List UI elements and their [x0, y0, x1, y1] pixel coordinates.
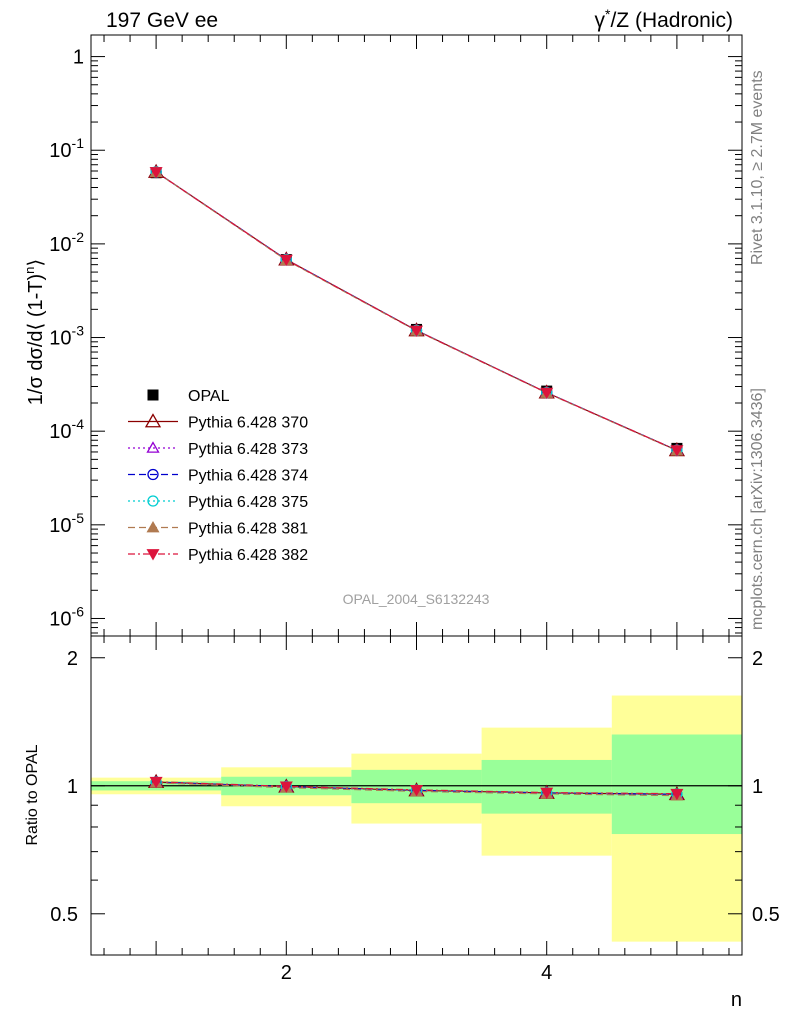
upper-series-point	[410, 325, 423, 337]
ratio-y-tick-label-right: 1	[752, 776, 763, 798]
ratio-series-line	[156, 782, 677, 797]
ratio-panel: 0.5 0.5 1 1 2 2 2 4	[50, 635, 780, 984]
legend-marker	[147, 495, 159, 507]
legend-label: Pythia 6.428 381	[188, 521, 308, 538]
header-left-title: 197 GeV ee	[106, 9, 218, 32]
legend-marker	[144, 413, 162, 428]
upper-y-axis-label: 1/σ dσ/d⟨ (1-T)n⟩	[22, 259, 47, 405]
x-tick-label: 4	[541, 962, 552, 984]
ratio-series-point	[410, 785, 423, 797]
legend-label: Pythia 6.428 374	[188, 468, 308, 485]
legend-label-opal: OPAL	[188, 388, 230, 405]
upper-y-tick-label: 10-1	[49, 135, 84, 162]
mcplots-label: mcplots.cern.ch [arXiv:1306.3436]	[749, 388, 766, 630]
upper-y-tick-label: 1	[73, 47, 84, 69]
legend-marker	[146, 521, 160, 533]
ratio-y-axis-label: Ratio to OPAL	[24, 744, 41, 845]
upper-series-point	[279, 254, 293, 267]
ratio-y-tick-label-left: 0.5	[50, 904, 78, 926]
legend-label: Pythia 6.428 375	[188, 494, 308, 511]
upper-series-line	[155, 171, 678, 451]
x-tick-label: 2	[281, 962, 292, 984]
legend-label: Pythia 6.428 373	[188, 441, 308, 458]
x-axis-label: n	[731, 989, 742, 1011]
legend-marker-opal	[147, 389, 159, 401]
upper-y-tick-label: 10-2	[49, 229, 84, 256]
upper-series-line	[155, 171, 678, 451]
legend-label: Pythia 6.428 370	[188, 415, 308, 432]
ratio-y-tick-label-right: 2	[752, 648, 763, 670]
rivet-label: Rivet 3.1.10, ≥ 2.7M events	[749, 70, 766, 265]
ratio-series-point	[149, 776, 163, 789]
ratio-series-point	[670, 788, 684, 801]
legend-marker	[146, 549, 160, 561]
upper-series-point	[149, 167, 163, 179]
ratio-series-point	[540, 787, 554, 800]
ratio-y-tick-label-left: 2	[67, 648, 78, 670]
ratio-y-tick-label-left: 1	[67, 776, 78, 798]
legend: OPAL Pythia 6.428 370 Pythia 6.428 373 Pyth…	[128, 388, 308, 564]
legend-label: Pythia 6.428 382	[188, 547, 308, 564]
legend-marker	[146, 441, 160, 453]
upper-y-tick-label: 10-6	[49, 603, 84, 630]
upper-series-line	[155, 171, 678, 451]
upper-y-tick-label: 10-5	[49, 510, 84, 537]
upper-series-line	[155, 171, 678, 451]
upper-series-line	[155, 171, 678, 452]
upper-series-point	[540, 387, 554, 400]
ratio-series-line	[156, 781, 677, 795]
analysis-watermark: OPAL_2004_S6132243	[343, 591, 490, 607]
ratio-band-inner	[611, 734, 742, 835]
upper-series-line	[155, 171, 678, 451]
upper-series-point	[670, 445, 684, 457]
header-right-title: γ*/Z (Hadronic)	[595, 6, 733, 32]
legend-marker	[147, 468, 159, 481]
ratio-series-point	[279, 781, 293, 793]
upper-y-tick-label: 10-4	[49, 416, 84, 443]
upper-panel: 10-6 10-5 10-4 10-3 10-2 10-1 1	[49, 34, 743, 637]
ratio-y-tick-label-right: 0.5	[752, 904, 780, 926]
upper-y-tick-label: 10-3	[49, 323, 84, 350]
